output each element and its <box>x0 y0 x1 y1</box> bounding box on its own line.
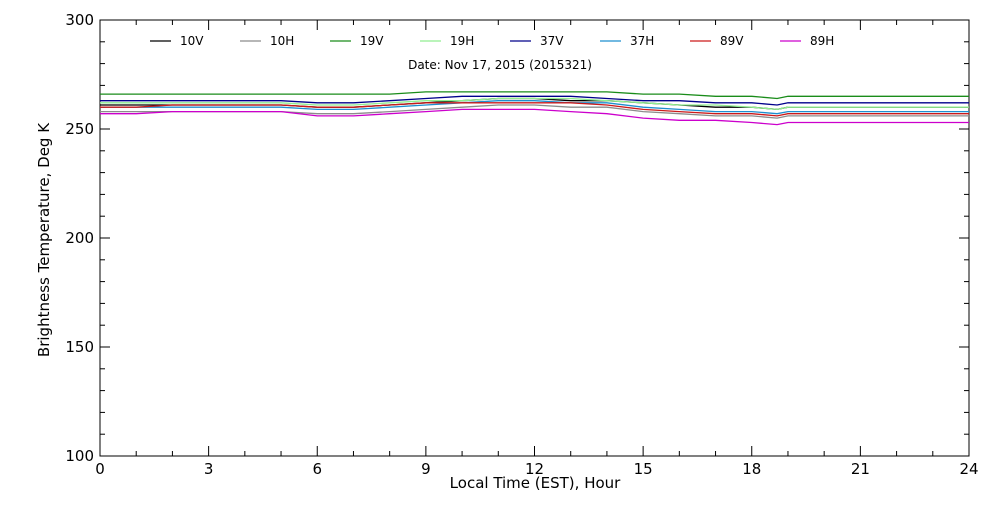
x-tick-label: 9 <box>421 460 431 478</box>
x-tick-label: 18 <box>742 460 761 478</box>
plot-frame <box>99 19 970 457</box>
ticks-layer: 0 3 6 9 12 15 18 21 24 100 150 200 250 300 <box>65 11 978 478</box>
x-axis-title: Local Time (EST), Hour <box>450 474 621 492</box>
x-tick-label: 3 <box>204 460 214 478</box>
x-tick-label: 21 <box>851 460 870 478</box>
series-line-89v <box>100 102 969 117</box>
y-tick-label: 100 <box>65 447 94 465</box>
y-tick-label: 300 <box>65 11 94 29</box>
legend-label-19v: 19V <box>360 34 384 48</box>
y-tick-label: 200 <box>65 229 94 247</box>
legend: 10V 10H 19V 19H 37V 37H 89V 89H <box>150 34 834 48</box>
y-axis-title: Brightness Temperature, Deg K <box>35 122 53 357</box>
series-line-19h <box>100 97 969 111</box>
x-tick-label: 12 <box>525 460 544 478</box>
x-tick-label: 24 <box>959 460 978 478</box>
date-subtitle: Date: Nov 17, 2015 (2015321) <box>408 58 592 72</box>
legend-label-37h: 37H <box>630 34 654 48</box>
legend-label-10v: 10V <box>180 34 204 48</box>
y-tick-label: 250 <box>65 120 94 138</box>
series-line-89h <box>100 108 969 126</box>
x-tick-label: 15 <box>634 460 653 478</box>
legend-label-89h: 89H <box>810 34 834 48</box>
legend-label-19h: 19H <box>450 34 474 48</box>
series-line-19v <box>100 91 969 100</box>
series-layer <box>100 91 969 126</box>
x-tick-label: 0 <box>95 460 105 478</box>
x-tick-label: 6 <box>312 460 322 478</box>
series-line-37v <box>100 95 969 106</box>
legend-label-10h: 10H <box>270 34 294 48</box>
legend-label-89v: 89V <box>720 34 744 48</box>
legend-label-37v: 37V <box>540 34 564 48</box>
series-line-37h <box>100 100 969 115</box>
y-tick-label: 150 <box>65 338 94 356</box>
